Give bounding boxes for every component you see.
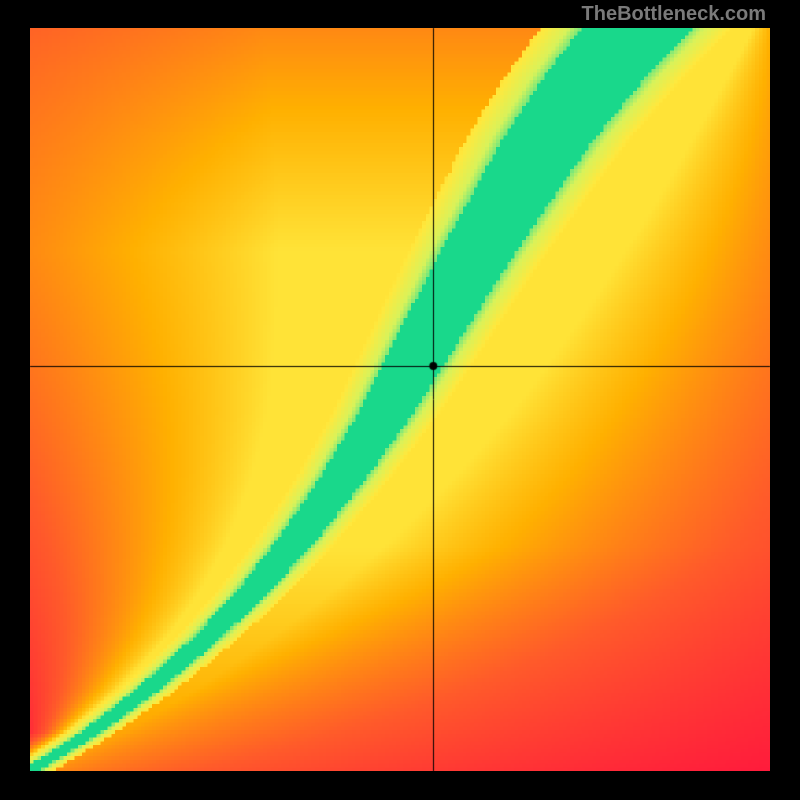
watermark-text: TheBottleneck.com — [582, 3, 766, 26]
bottleneck-heatmap — [30, 28, 770, 771]
chart-container: TheBottleneck.com — [0, 0, 800, 800]
